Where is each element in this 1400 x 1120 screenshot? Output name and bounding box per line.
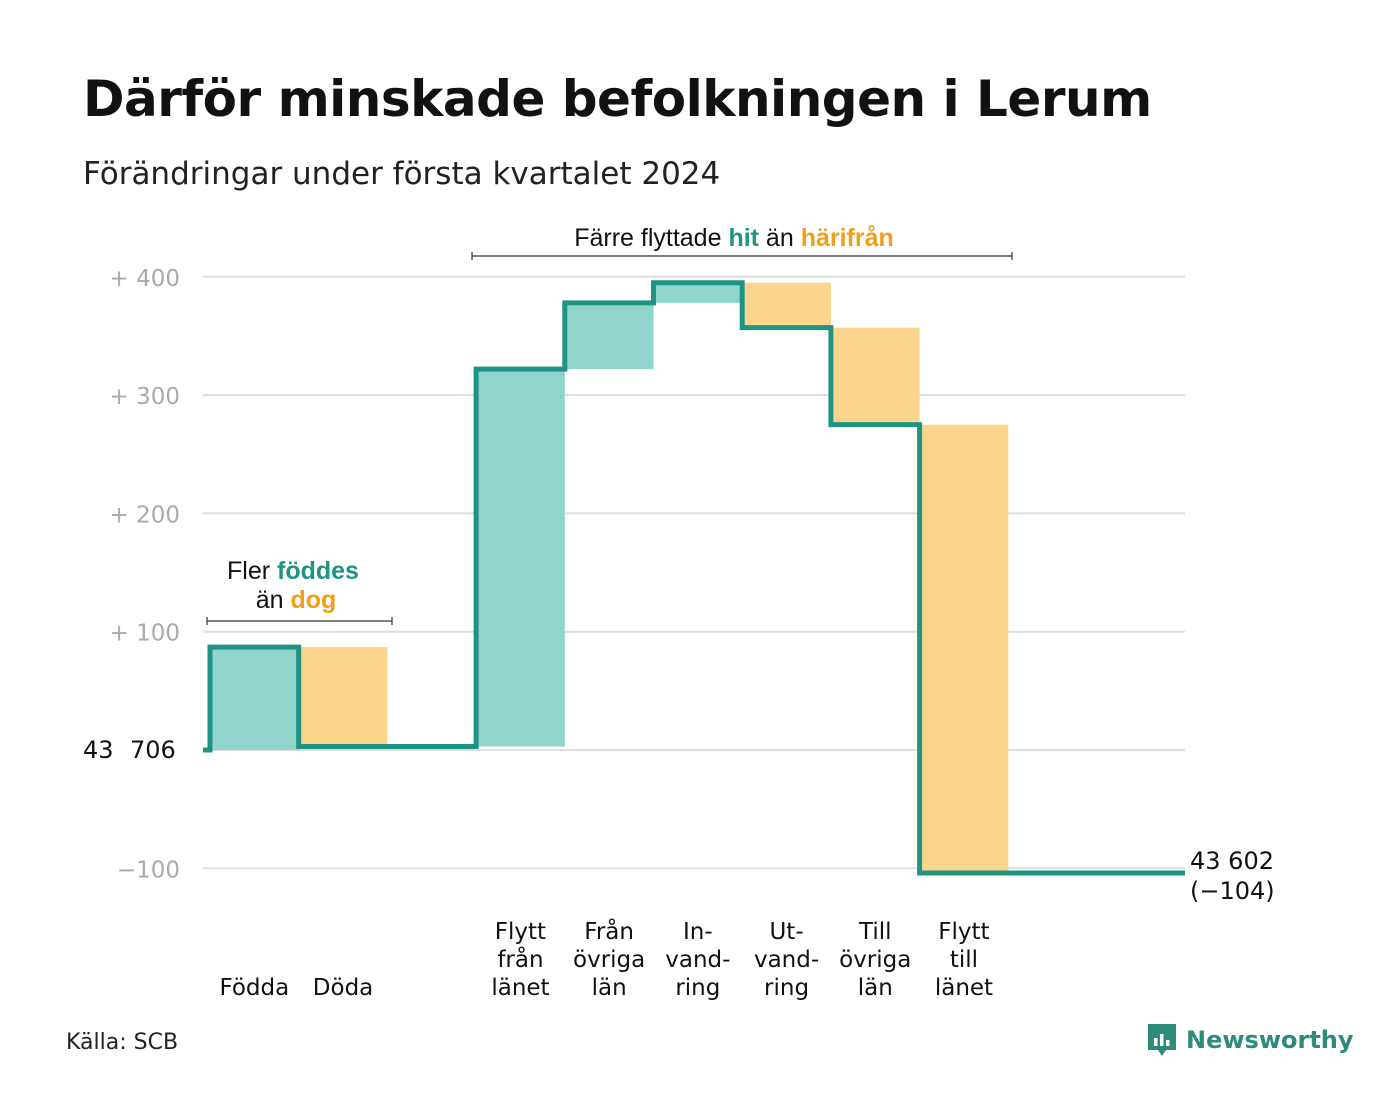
y-tick-label: + 100 <box>110 621 180 647</box>
annotation-text: än <box>759 224 801 252</box>
annotation-text: Färre flyttade <box>574 224 728 252</box>
annotation-highlight-out: härifrån <box>801 224 894 252</box>
category-label: övriga <box>573 947 645 973</box>
newsworthy-icon <box>1148 1024 1176 1056</box>
start-value-label-units: 706 <box>130 736 176 764</box>
annotation-text: än <box>256 586 291 614</box>
waterfall-bar <box>476 369 565 747</box>
annotation-highlight-in: hit <box>728 224 759 252</box>
annotation-text: Fler <box>227 557 277 585</box>
waterfall-bar <box>919 424 1009 874</box>
source-note: Källa: SCB <box>66 1030 179 1055</box>
category-label: ring <box>764 975 809 1001</box>
brand-name: Newsworthy <box>1186 1026 1354 1054</box>
waterfall-bar <box>742 282 831 328</box>
category-label: övriga <box>839 947 911 973</box>
annotation-births-line1: Fler föddes <box>227 557 359 585</box>
brand-logo: Newsworthy <box>1146 1022 1354 1058</box>
category-label: Ut- <box>769 919 803 945</box>
category-label: län <box>858 975 893 1001</box>
category-label: Födda <box>219 975 289 1001</box>
cumulative-step-line <box>203 280 1185 876</box>
category-label: Från <box>584 917 634 945</box>
category-label: ring <box>675 975 720 1001</box>
y-tick-label: + 200 <box>110 502 180 528</box>
annotation-highlight-deaths: dog <box>290 586 336 614</box>
category-label: vand- <box>754 947 819 973</box>
y-tick-label: + 400 <box>110 266 180 292</box>
waterfall-bar <box>653 282 743 303</box>
waterfall-bar <box>564 302 654 370</box>
category-label: vand- <box>665 947 730 973</box>
waterfall-bar <box>830 327 920 425</box>
chart-subtitle: Förändringar under första kvartalet 2024 <box>83 156 721 192</box>
y-tick-label: −100 <box>117 857 180 883</box>
end-change-label: (−104) <box>1190 877 1275 905</box>
annotation-births-line2: än dog <box>256 586 337 614</box>
category-label: Flytt <box>938 919 989 945</box>
category-label: Flytt <box>495 919 546 945</box>
y-tick-label: + 300 <box>110 384 180 410</box>
start-value-label-thousands: 43 <box>83 736 114 764</box>
category-label: länet <box>935 975 993 1001</box>
waterfall-bar <box>210 647 299 750</box>
waterfall-bar <box>298 647 388 747</box>
annotation-moves: Färre flyttade hit än härifrån <box>574 224 894 252</box>
chart-title: Därför minskade befolkningen i Lerum <box>83 70 1152 128</box>
category-label: Till <box>858 919 892 945</box>
category-label: länet <box>491 975 549 1001</box>
annotation-highlight-births: föddes <box>277 557 359 585</box>
category-label: till <box>950 947 978 973</box>
end-value-label: 43 602 <box>1190 847 1274 875</box>
category-label: Döda <box>313 975 373 1001</box>
category-label: från <box>497 945 543 973</box>
category-label: län <box>592 975 627 1001</box>
category-label: In- <box>683 919 713 945</box>
